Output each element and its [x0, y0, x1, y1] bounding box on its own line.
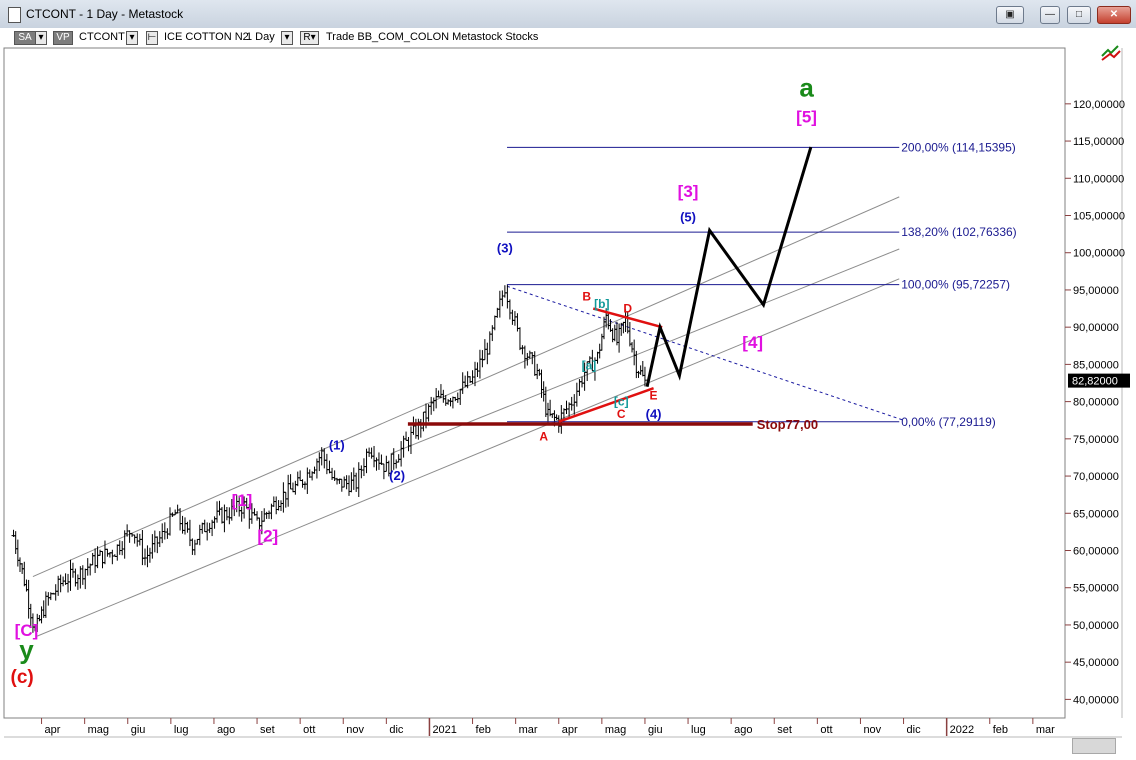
fib-level-label: 200,00% (114,15395): [901, 140, 1016, 154]
x-tick-label: nov: [346, 724, 364, 736]
wave-label: [b]: [594, 297, 609, 311]
document-icon: [8, 7, 21, 23]
y-tick-label: 85,00000: [1073, 359, 1119, 371]
minimize-icon[interactable]: —: [1040, 6, 1060, 24]
chart-toolbar: SA ▾ VP CTCONT ▾ ⊢ ICE COTTON N2 1 Day ▾…: [0, 28, 1136, 48]
sa-dropdown-icon[interactable]: ▾: [35, 31, 47, 45]
y-tick-label: 50,00000: [1073, 620, 1119, 632]
y-tick-label: 55,00000: [1073, 583, 1119, 595]
symbol-dropdown-icon[interactable]: ▾: [126, 31, 138, 45]
horizontal-scrollbar[interactable]: [1072, 738, 1116, 754]
period-dropdown-icon[interactable]: ▾: [281, 31, 293, 45]
x-tick-label: lug: [691, 724, 706, 736]
current-price-box: [1068, 373, 1130, 388]
x-tick-label: nov: [863, 724, 881, 736]
triangle-boundary-line: [558, 387, 654, 423]
x-tick-label: feb: [993, 724, 1008, 736]
y-tick-label: 90,00000: [1073, 322, 1119, 334]
r-button-label: R: [303, 32, 311, 43]
x-tick-label: dic: [907, 724, 922, 736]
price-chart[interactable]: 200,00% (114,15395) 138,20% (102,76336) 10…: [0, 20, 1136, 760]
x-tick-label: apr: [562, 724, 578, 736]
period-label[interactable]: 1 Day: [246, 31, 275, 43]
fib-level-label: 138,20% (102,76336): [901, 225, 1016, 239]
x-tick-label: mag: [88, 724, 109, 736]
stop-label: Stop77,00: [757, 417, 818, 432]
wave-label: [1]: [232, 491, 253, 510]
x-tick-label: ott: [303, 724, 315, 736]
wave-label: [4]: [742, 333, 763, 352]
x-tick-label: ago: [217, 724, 235, 736]
vp-button[interactable]: VP: [53, 31, 73, 45]
x-tick-label: set: [777, 724, 792, 736]
x-tick-label: 2021: [432, 724, 456, 736]
y-tick-label: 70,00000: [1073, 471, 1119, 483]
x-tick-label: mar: [519, 724, 538, 736]
x-tick-label: set: [260, 724, 275, 736]
x-tick-label: giu: [648, 724, 663, 736]
wave-label: A: [539, 429, 548, 443]
wave-label: (c): [11, 667, 34, 688]
x-tick-label: mag: [605, 724, 626, 736]
x-tick-label: ago: [734, 724, 752, 736]
channel-line: [37, 278, 900, 637]
wave-label: B: [582, 289, 591, 303]
toolbox-icon[interactable]: [1101, 45, 1121, 61]
x-tick-label: apr: [45, 724, 61, 736]
plot-area: [3, 47, 1066, 719]
y-tick-label: 115,00000: [1073, 136, 1124, 148]
y-tick-label: 105,00000: [1073, 211, 1125, 223]
wave-label: E: [650, 388, 658, 402]
wave-label: [c]: [614, 394, 629, 408]
wave-label: [5]: [796, 107, 817, 126]
y-tick-label: 120,00000: [1073, 99, 1125, 111]
wave-label: [a]: [582, 359, 597, 373]
wave-label: [C]: [15, 621, 39, 640]
window-title: CTCONT - 1 Day - Metastock: [26, 7, 184, 21]
x-tick-label: dic: [389, 724, 404, 736]
dashed-trendline: [506, 285, 904, 421]
wave-label: (4): [646, 407, 662, 422]
y-tick-label: 95,00000: [1073, 285, 1119, 297]
wave-label: (2): [389, 468, 405, 483]
x-tick-label: mar: [1036, 724, 1055, 736]
x-tick-label: 2022: [950, 724, 974, 736]
forecast-path: [645, 146, 813, 388]
fib-level-label: 100,00% (95,72257): [901, 278, 1010, 292]
r-button[interactable]: R▾: [300, 31, 319, 45]
y-tick-label: 110,00000: [1073, 173, 1124, 185]
restore-icon[interactable]: ▣: [996, 6, 1024, 24]
x-tick-label: ott: [820, 724, 832, 736]
triangle-boundary-line: [592, 307, 663, 329]
y-tick-label: 40,00000: [1073, 694, 1119, 706]
wave-label: (3): [497, 241, 513, 256]
y-tick-label: 60,00000: [1073, 546, 1119, 558]
y-tick-label: 100,00000: [1073, 248, 1125, 260]
wave-label: y: [19, 634, 34, 664]
x-tick-label: feb: [476, 724, 491, 736]
wave-label: D: [623, 301, 632, 315]
y-tick-label: 65,00000: [1073, 508, 1119, 520]
wave-label: C: [617, 407, 626, 421]
security-info-icon[interactable]: ⊢: [146, 31, 158, 45]
close-icon[interactable]: ✕: [1097, 6, 1131, 24]
wave-label: [3]: [678, 182, 699, 201]
maximize-icon[interactable]: □: [1067, 6, 1091, 24]
fib-level-label: 0,00% (77,29119): [901, 415, 996, 429]
symbol-label[interactable]: CTCONT: [79, 31, 125, 43]
wave-label: (5): [680, 209, 696, 224]
wave-label: (1): [329, 437, 345, 452]
channel-line: [390, 248, 900, 455]
x-tick-label: lug: [174, 724, 189, 736]
current-price-label: 82,82000: [1072, 376, 1118, 388]
toolbar-links: Trade BB_COM_COLON Metastock Stocks: [326, 31, 539, 43]
y-tick-label: 45,00000: [1073, 657, 1119, 669]
y-tick-label: 75,00000: [1073, 434, 1119, 446]
security-name: ICE COTTON N2: [164, 31, 249, 43]
wave-label: [2]: [257, 527, 278, 546]
y-tick-label: 80,00000: [1073, 397, 1119, 409]
x-tick-label: giu: [131, 724, 146, 736]
wave-label: a: [799, 72, 814, 102]
